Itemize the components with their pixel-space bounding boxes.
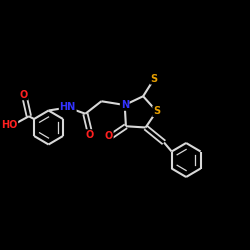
Text: HN: HN	[60, 102, 76, 113]
Text: O: O	[104, 131, 113, 141]
Text: HO: HO	[1, 120, 18, 130]
Text: S: S	[150, 74, 158, 84]
Text: O: O	[86, 130, 94, 140]
Text: N: N	[121, 100, 129, 110]
Text: S: S	[153, 106, 160, 116]
Text: O: O	[19, 90, 28, 100]
